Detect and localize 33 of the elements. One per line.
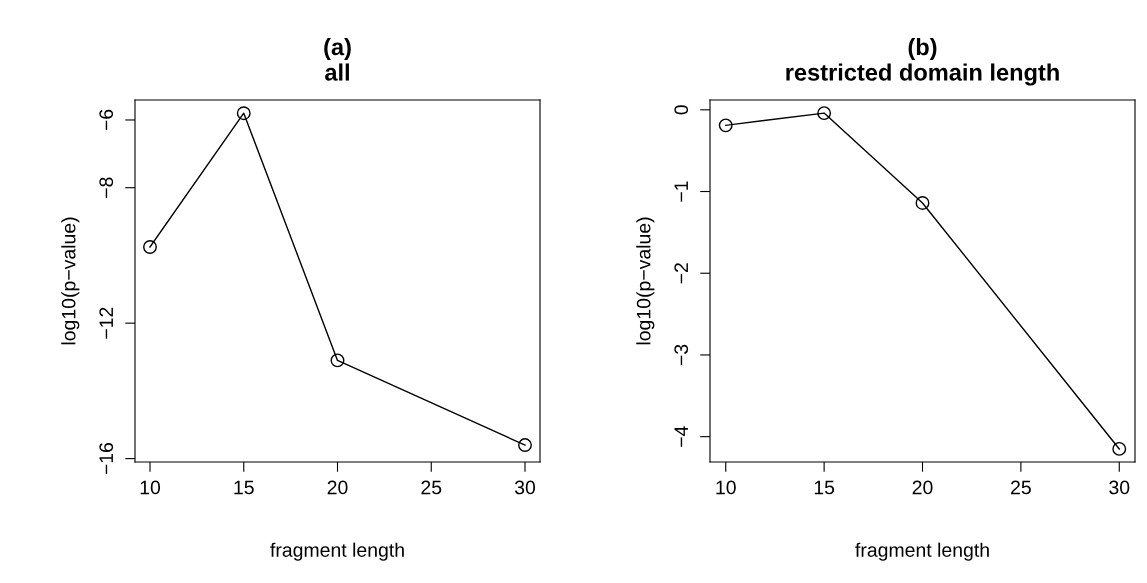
x-tick-label: 25	[1011, 480, 1031, 495]
x-tick-label: 30	[1109, 480, 1130, 495]
x-tick-label: 25	[421, 480, 442, 495]
y-axis-title: log10(p−value)	[636, 217, 655, 345]
point	[518, 438, 532, 453]
point	[817, 106, 832, 121]
y-tick-label: −6	[99, 109, 114, 131]
x-tick-label: 15	[234, 480, 254, 495]
x-tick-label: 15	[814, 480, 835, 495]
y-tick-label: −8	[99, 177, 114, 198]
y-tick-label: −2	[674, 263, 688, 284]
y-tick-label: −1	[674, 181, 688, 202]
y-tick-label: −12	[99, 307, 113, 339]
point	[236, 106, 251, 121]
x-tick-label: 10	[716, 480, 736, 495]
x-tick-label: 10	[140, 480, 161, 495]
chart-title: (b) restricted domain length	[786, 38, 1059, 86]
x-axis-title: fragment length	[855, 542, 989, 561]
y-tick-label: 0	[674, 105, 689, 115]
x-tick-label: 20	[327, 480, 348, 495]
x-axis-title: fragment length	[270, 542, 404, 561]
y-tick-label: −3	[674, 344, 689, 366]
point	[330, 353, 345, 368]
y-tick-label: −4	[674, 426, 688, 447]
y-tick-label: −16	[99, 442, 114, 475]
x-tick-label: 30	[514, 480, 536, 495]
point	[1112, 441, 1127, 456]
point	[915, 196, 930, 210]
point	[143, 240, 157, 254]
point	[718, 118, 733, 133]
y-axis-title: log10(p−value)	[61, 217, 80, 345]
chart-title: (a) all	[324, 38, 351, 81]
x-tick-label: 20	[912, 480, 933, 495]
